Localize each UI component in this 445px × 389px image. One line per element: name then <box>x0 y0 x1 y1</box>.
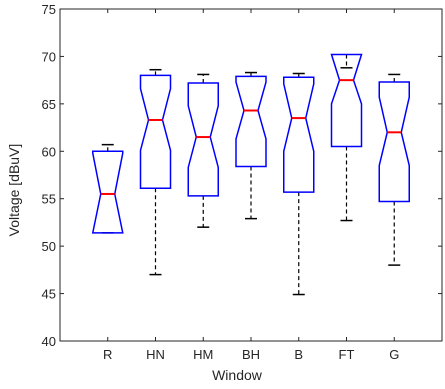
y-axis-label: Voltage [dBuV] <box>6 144 22 237</box>
y-tick-label: 55 <box>42 192 56 207</box>
x-axis-label: Window <box>212 367 263 383</box>
box-b <box>283 72 315 296</box>
notched-box <box>91 150 124 234</box>
x-tick-label: HN <box>146 347 165 362</box>
notched-box <box>378 81 410 203</box>
box-hm <box>187 73 219 228</box>
x-axis-ticks: R HN HM BH B FT G <box>103 9 399 362</box>
box-hn <box>139 68 172 276</box>
notched-box <box>187 82 219 197</box>
notched-box <box>139 74 172 190</box>
y-tick-label: 45 <box>42 287 56 302</box>
box-ft <box>330 53 363 222</box>
notched-box <box>330 53 363 148</box>
y-tick-label: 60 <box>42 144 56 159</box>
x-tick-label: BH <box>242 347 260 362</box>
box-r <box>91 143 124 234</box>
box-bh <box>235 71 267 220</box>
box-g <box>378 73 410 266</box>
x-tick-label: B <box>294 347 303 362</box>
x-tick-label: G <box>389 347 399 362</box>
notched-box <box>235 75 267 168</box>
notched-box <box>283 76 315 193</box>
x-tick-label: HM <box>193 347 213 362</box>
y-axis-ticks: 40 45 50 55 60 65 70 75 <box>42 2 442 349</box>
y-tick-label: 70 <box>42 49 56 64</box>
box-series <box>91 53 410 296</box>
y-tick-label: 75 <box>42 2 56 17</box>
x-tick-label: FT <box>339 347 355 362</box>
y-tick-label: 40 <box>42 334 56 349</box>
y-tick-label: 50 <box>42 239 56 254</box>
y-tick-label: 65 <box>42 97 56 112</box>
x-tick-label: R <box>103 347 112 362</box>
